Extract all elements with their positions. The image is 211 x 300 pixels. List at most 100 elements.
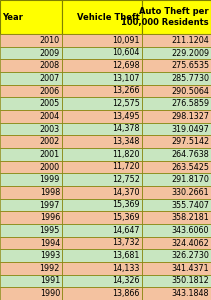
Text: 14,378: 14,378 xyxy=(112,124,140,134)
Bar xyxy=(0,135,62,148)
Text: 13,107: 13,107 xyxy=(112,74,140,83)
Bar xyxy=(62,135,142,148)
Bar xyxy=(142,237,211,249)
Bar xyxy=(0,262,62,275)
Bar xyxy=(142,97,211,110)
Text: 2007: 2007 xyxy=(40,74,60,83)
Bar xyxy=(0,237,62,249)
Bar xyxy=(142,110,211,123)
Bar xyxy=(62,262,142,275)
Bar xyxy=(0,148,62,161)
Bar xyxy=(0,211,62,224)
Text: 15,369: 15,369 xyxy=(112,213,140,222)
Bar xyxy=(62,199,142,211)
Text: 1991: 1991 xyxy=(40,277,60,286)
Bar xyxy=(142,287,211,300)
Bar xyxy=(142,135,211,148)
Bar xyxy=(0,59,62,72)
Text: 1999: 1999 xyxy=(40,175,60,184)
Bar xyxy=(0,72,62,85)
Text: 13,732: 13,732 xyxy=(112,238,140,247)
Text: 291.8170: 291.8170 xyxy=(171,175,209,184)
Text: 211.1204: 211.1204 xyxy=(171,36,209,45)
Text: 1998: 1998 xyxy=(40,188,60,197)
Text: 2009: 2009 xyxy=(40,49,60,58)
Text: 13,681: 13,681 xyxy=(113,251,140,260)
Text: 2005: 2005 xyxy=(40,99,60,108)
Bar xyxy=(142,199,211,211)
Bar xyxy=(62,148,142,161)
Bar xyxy=(0,186,62,199)
Bar xyxy=(142,224,211,237)
Bar xyxy=(0,199,62,211)
Text: 355.7407: 355.7407 xyxy=(171,200,209,209)
Text: 2000: 2000 xyxy=(40,163,60,172)
Text: Year: Year xyxy=(2,13,23,22)
Text: 285.7730: 285.7730 xyxy=(171,74,209,83)
Text: 319.0497: 319.0497 xyxy=(171,124,209,134)
Text: Auto Theft per
100,000 Residents: Auto Theft per 100,000 Residents xyxy=(121,7,209,27)
Text: 12,752: 12,752 xyxy=(112,175,140,184)
Bar xyxy=(62,34,142,47)
Text: 1996: 1996 xyxy=(40,213,60,222)
Bar xyxy=(0,224,62,237)
Text: 275.6535: 275.6535 xyxy=(171,61,209,70)
Bar xyxy=(142,249,211,262)
Text: 14,133: 14,133 xyxy=(113,264,140,273)
Text: 14,326: 14,326 xyxy=(112,277,140,286)
Bar xyxy=(0,275,62,287)
Text: 1992: 1992 xyxy=(40,264,60,273)
Text: 290.5064: 290.5064 xyxy=(171,86,209,95)
Text: 13,348: 13,348 xyxy=(113,137,140,146)
Text: 1994: 1994 xyxy=(40,238,60,247)
Bar xyxy=(0,97,62,110)
Text: 14,647: 14,647 xyxy=(112,226,140,235)
Bar xyxy=(62,123,142,135)
Text: 2002: 2002 xyxy=(40,137,60,146)
Bar xyxy=(142,148,211,161)
Text: Vehicle Theft: Vehicle Theft xyxy=(77,13,140,22)
Text: 2010: 2010 xyxy=(40,36,60,45)
Bar xyxy=(0,287,62,300)
Text: 2006: 2006 xyxy=(40,86,60,95)
Bar xyxy=(62,161,142,173)
Bar xyxy=(62,186,142,199)
Text: 12,575: 12,575 xyxy=(112,99,140,108)
Text: 10,604: 10,604 xyxy=(113,49,140,58)
Text: 350.1812: 350.1812 xyxy=(171,277,209,286)
Text: 330.2661: 330.2661 xyxy=(171,188,209,197)
Text: 10,091: 10,091 xyxy=(112,36,140,45)
Bar xyxy=(62,237,142,249)
Text: 13,266: 13,266 xyxy=(112,86,140,95)
Text: 14,370: 14,370 xyxy=(112,188,140,197)
Bar xyxy=(62,287,142,300)
Text: 263.5425: 263.5425 xyxy=(171,163,209,172)
Text: 2004: 2004 xyxy=(40,112,60,121)
Bar xyxy=(142,161,211,173)
Text: 343.6060: 343.6060 xyxy=(172,226,209,235)
Text: 297.5142: 297.5142 xyxy=(171,137,209,146)
Bar xyxy=(142,275,211,287)
Text: 358.2181: 358.2181 xyxy=(171,213,209,222)
Bar xyxy=(62,173,142,186)
Bar xyxy=(62,47,142,59)
Bar xyxy=(142,47,211,59)
Bar xyxy=(0,173,62,186)
Bar xyxy=(0,0,62,34)
Bar xyxy=(142,85,211,97)
Text: 264.7638: 264.7638 xyxy=(171,150,209,159)
Text: 298.1327: 298.1327 xyxy=(171,112,209,121)
Bar xyxy=(142,123,211,135)
Bar xyxy=(0,110,62,123)
Bar xyxy=(62,211,142,224)
Bar xyxy=(0,47,62,59)
Text: 1990: 1990 xyxy=(40,289,60,298)
Text: 341.4371: 341.4371 xyxy=(171,264,209,273)
Bar xyxy=(62,110,142,123)
Text: 2001: 2001 xyxy=(40,150,60,159)
Bar xyxy=(62,224,142,237)
Bar xyxy=(62,72,142,85)
Bar xyxy=(62,85,142,97)
Text: 1993: 1993 xyxy=(40,251,60,260)
Bar xyxy=(142,72,211,85)
